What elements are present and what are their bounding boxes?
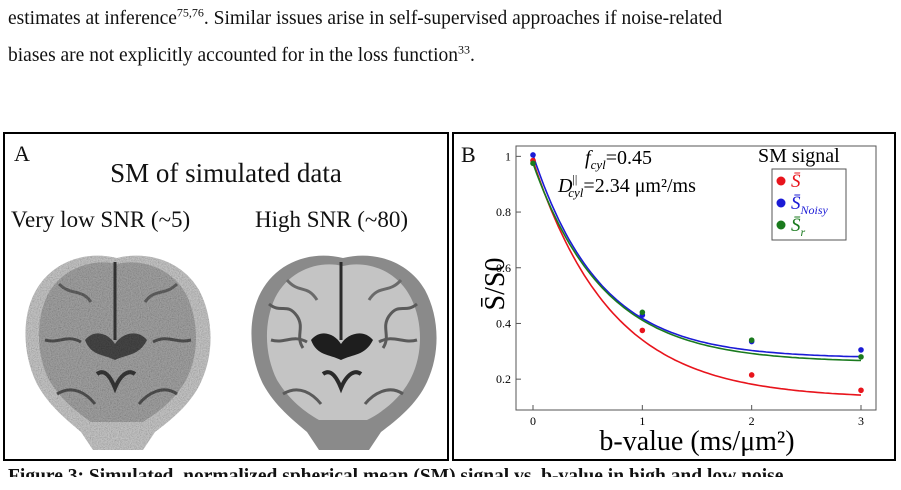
data-point-2-3 xyxy=(858,354,864,360)
figure-caption: Figure 3: Simulated, normalized spherica… xyxy=(8,466,784,487)
citation-ref: 33 xyxy=(458,42,470,57)
fit-curve-2 xyxy=(532,163,862,362)
panel-a-title: SM of simulated data xyxy=(110,158,342,188)
x-tick-label: 2 xyxy=(749,414,755,428)
high-snr-label: High SNR (~80) xyxy=(255,207,409,232)
x-tick-label: 1 xyxy=(639,414,645,428)
d-cyl-annotation: D|| cyl=2.34 μm²/ms xyxy=(557,172,696,200)
body-text-line-2: biases are not explicitly accounted for … xyxy=(8,44,475,68)
fit-curve-1 xyxy=(532,154,862,358)
legend-marker-2 xyxy=(776,220,786,230)
y-tick-label: 0.2 xyxy=(496,372,511,386)
noisy-brain-image xyxy=(25,255,211,450)
body-text: biases are not explicitly accounted for … xyxy=(8,45,458,66)
y-tick-label: 0.4 xyxy=(496,316,511,330)
body-text: estimates at inference xyxy=(8,8,177,29)
legend-label-2: S̄r xyxy=(791,215,806,239)
y-tick-label: 1 xyxy=(505,149,511,163)
low-snr-label: Very low SNR (~5) xyxy=(11,207,191,232)
f-cyl-annotation: fcyl=0.45 xyxy=(585,147,652,172)
body-text: . Similar issues arise in self-supervise… xyxy=(203,8,723,29)
data-point-1-0 xyxy=(530,152,536,158)
panel-a: A SM of simulated data Very low SNR (~5)… xyxy=(3,132,449,461)
plot-frame xyxy=(515,145,877,411)
x-tick-label: 3 xyxy=(858,414,864,428)
x-tick-label: 0 xyxy=(530,414,536,428)
legend-label-1: S̄Noisy xyxy=(791,193,829,217)
data-point-2-0 xyxy=(530,160,536,167)
y-tick-label: 0.6 xyxy=(496,261,511,275)
legend-box xyxy=(771,168,847,241)
legend-label-0: S̄ xyxy=(791,171,801,192)
data-point-1-3 xyxy=(858,347,864,353)
legend-marker-1 xyxy=(776,198,786,208)
fit-curve-0 xyxy=(532,160,862,396)
data-point-0-1 xyxy=(639,327,646,334)
panel-a-letter: A xyxy=(14,141,30,166)
chart-axes xyxy=(515,145,877,411)
signal-decay-chart: 0 1 2 3 0.2 0.4 0.6 0.8 1 fcyl=0.45 D|| cyl=2.34 … xyxy=(480,145,877,457)
body-text: . xyxy=(470,45,475,66)
y-tick-label: 0.8 xyxy=(496,205,511,219)
x-axis-label: b-value (ms/μm²) xyxy=(599,426,794,457)
body-text-line-1: estimates at inference75,76. Similar iss… xyxy=(8,7,722,31)
figure: A SM of simulated data Very low SNR (~5)… xyxy=(3,132,896,465)
citation-ref: 75,76 xyxy=(176,5,204,20)
data-point-0-2 xyxy=(748,372,755,378)
data-point-2-2 xyxy=(748,337,755,343)
panel-b-letter: B xyxy=(461,142,476,167)
panel-b: B 0 1 2 3 0.2 0.4 0.6 0.8 1 fcyl=0.45 D|| cyl=2.3… xyxy=(452,132,896,461)
data-point-2-1 xyxy=(639,309,646,316)
y-axis-label: S̄/S0 xyxy=(480,258,511,311)
clean-brain-image xyxy=(251,255,437,450)
legend-title: SM signal xyxy=(758,145,840,167)
data-point-0-3 xyxy=(858,387,864,394)
legend-marker-0 xyxy=(776,176,786,186)
